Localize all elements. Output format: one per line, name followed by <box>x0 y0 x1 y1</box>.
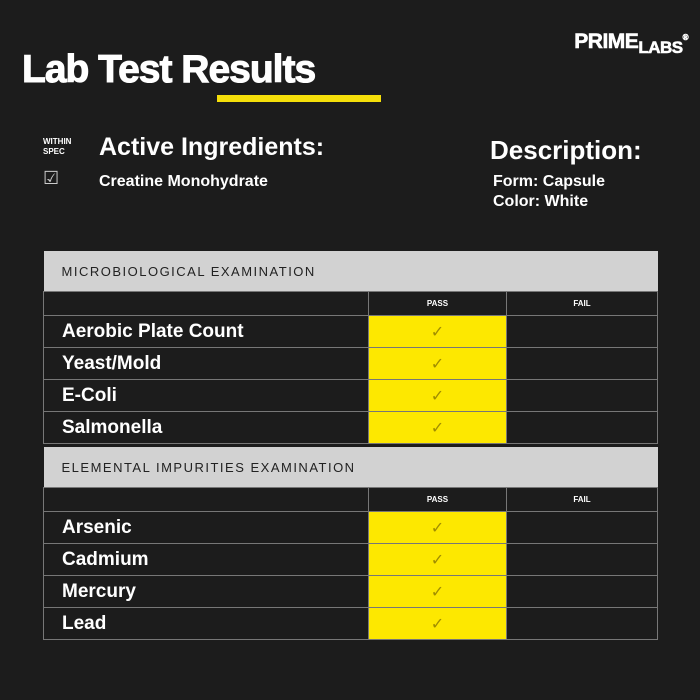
test-name: Mercury <box>43 575 369 608</box>
table-row: Aerobic Plate Count ✓ <box>43 315 658 348</box>
blank-header <box>43 487 369 512</box>
table-row: Mercury ✓ <box>43 575 658 608</box>
section-title: ELEMENTAL IMPURITIES EXAMINATION <box>43 447 658 488</box>
test-name: Aerobic Plate Count <box>43 315 369 348</box>
check-icon: ✓ <box>430 419 445 437</box>
table-row: Arsenic ✓ <box>43 511 658 544</box>
pass-cell: ✓ <box>368 575 507 608</box>
pass-cell: ✓ <box>368 315 507 348</box>
description-form: Form: Capsule <box>493 173 606 190</box>
description-color: Color: White <box>493 193 589 210</box>
table-row: Lead ✓ <box>43 607 658 640</box>
active-ingredients-heading: Active Ingredients: <box>99 133 325 161</box>
fail-cell <box>506 575 658 608</box>
pass-cell: ✓ <box>368 511 507 544</box>
pass-cell: ✓ <box>368 543 507 576</box>
pass-cell: ✓ <box>368 607 507 640</box>
test-name: Yeast/Mold <box>43 347 369 380</box>
results-table: ELEMENTAL IMPURITIES EXAMINATION PASS FAI… <box>43 447 658 640</box>
title-underline <box>217 95 381 102</box>
page-title: Lab Test Results <box>21 48 316 92</box>
check-icon: ✓ <box>430 355 445 373</box>
table-row: Salmonella ✓ <box>43 411 658 444</box>
fail-cell <box>506 379 658 412</box>
test-name: Lead <box>43 607 369 640</box>
pass-cell: ✓ <box>368 379 507 412</box>
fail-cell <box>506 315 658 348</box>
pass-cell: ✓ <box>368 347 507 380</box>
active-ingredients-value: Creatine Monohydrate <box>99 173 268 190</box>
pass-header: PASS <box>368 291 507 316</box>
fail-cell <box>506 411 658 444</box>
test-name: Cadmium <box>43 543 369 576</box>
check-icon: ✓ <box>430 615 445 633</box>
pass-cell: ✓ <box>368 411 507 444</box>
checkbox-checked-icon: ☑ <box>43 168 60 188</box>
check-icon: ✓ <box>430 323 445 341</box>
fail-cell <box>506 347 658 380</box>
test-name: Arsenic <box>43 511 369 544</box>
fail-cell <box>506 543 658 576</box>
within-spec-label: WITHIN SPEC <box>43 137 72 156</box>
test-name: E-Coli <box>43 379 369 412</box>
test-name: Salmonella <box>43 411 369 444</box>
results-table: MICROBIOLOGICAL EXAMINATION PASS FAIL Aero… <box>43 251 658 444</box>
table-row: Yeast/Mold ✓ <box>43 347 658 380</box>
fail-cell <box>506 511 658 544</box>
table-row: E-Coli ✓ <box>43 379 658 412</box>
check-icon: ✓ <box>430 387 445 405</box>
brand-logo: PRIMELABS® <box>574 30 689 58</box>
section-title: MICROBIOLOGICAL EXAMINATION <box>43 251 658 292</box>
fail-header: FAIL <box>506 291 658 316</box>
description-heading: Description: <box>490 135 642 165</box>
blank-header <box>43 291 369 316</box>
pass-header: PASS <box>368 487 507 512</box>
check-icon: ✓ <box>430 551 445 569</box>
check-icon: ✓ <box>430 519 445 537</box>
fail-header: FAIL <box>506 487 658 512</box>
table-row: Cadmium ✓ <box>43 543 658 576</box>
check-icon: ✓ <box>430 583 445 601</box>
fail-cell <box>506 607 658 640</box>
